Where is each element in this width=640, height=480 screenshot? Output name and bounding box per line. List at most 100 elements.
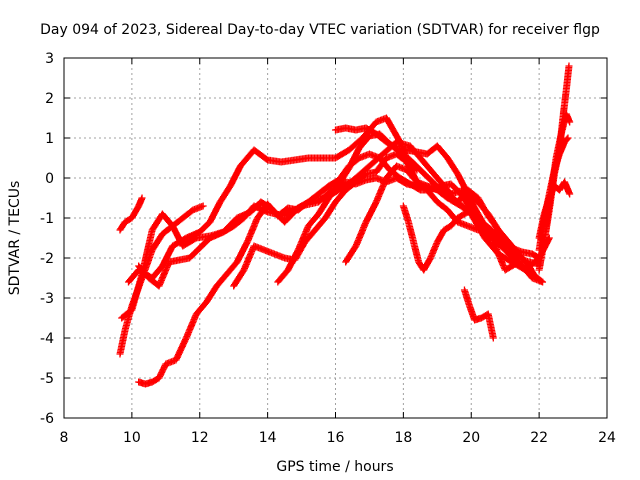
marker-trail	[275, 267, 291, 285]
marker-trail	[374, 115, 389, 125]
marker-trail	[116, 328, 129, 356]
marker-trail	[438, 180, 453, 190]
marker-trail	[295, 199, 311, 213]
marker-trail	[468, 211, 484, 225]
marker-trail	[448, 215, 461, 229]
marker-trail	[462, 207, 474, 217]
marker-trail	[383, 115, 396, 133]
marker-trail	[183, 311, 200, 341]
y-axis-label: SDTVAR / TECUs	[7, 181, 23, 296]
y-tick-label: -4	[40, 331, 54, 347]
marker-trail	[346, 135, 365, 153]
marker-trail	[180, 207, 196, 221]
marker-trail	[119, 307, 135, 321]
marker-trail	[184, 229, 202, 241]
marker-trail	[428, 177, 444, 193]
marker-trail	[237, 147, 257, 169]
marker-trail	[455, 211, 467, 221]
x-axis-label: GPS time / hours	[276, 459, 393, 475]
marker-trail	[562, 64, 573, 92]
marker-trail	[363, 199, 379, 225]
marker-trail	[461, 288, 473, 308]
marker-trail	[448, 197, 464, 209]
marker-trail	[364, 168, 379, 178]
marker-trail	[547, 156, 560, 196]
marker-trail	[214, 271, 230, 289]
marker-trail	[448, 181, 464, 197]
marker-trail	[244, 215, 261, 245]
y-tick-label: 2	[45, 91, 54, 107]
marker-trail	[407, 181, 423, 193]
marker-trail	[156, 259, 173, 289]
marker-trail	[394, 138, 413, 150]
marker-trail	[316, 183, 332, 197]
marker-trail	[129, 203, 142, 221]
marker-trail	[173, 335, 189, 363]
marker-trail	[397, 175, 413, 187]
marker-trail	[262, 247, 277, 257]
marker-trail	[373, 175, 390, 205]
marker-trail	[502, 247, 522, 267]
marker-trail	[190, 203, 206, 213]
marker-trail	[425, 183, 440, 193]
marker-trail	[563, 111, 573, 125]
grid-lines	[64, 58, 607, 418]
marker-trail	[442, 223, 453, 233]
y-tick-label: -2	[40, 251, 54, 267]
data-series	[116, 62, 574, 388]
marker-trail	[479, 219, 494, 233]
marker-trail	[159, 243, 176, 269]
marker-trail	[472, 314, 484, 324]
marker-trail	[434, 143, 450, 161]
marker-trail	[346, 145, 363, 171]
marker-trail	[333, 147, 352, 161]
series-trace-16	[542, 110, 574, 230]
marker-trail	[485, 211, 502, 233]
marker-trail	[495, 227, 512, 245]
x-tick-label: 16	[327, 430, 345, 446]
y-tick-label: 1	[45, 131, 54, 147]
marker-trail	[122, 215, 134, 225]
marker-trail	[367, 151, 382, 161]
marker-trail	[234, 209, 253, 221]
y-tick-label: 0	[45, 171, 54, 187]
marker-trail	[135, 195, 145, 209]
marker-trail	[373, 131, 389, 145]
series-trace-7	[230, 150, 543, 290]
marker-trail	[306, 191, 321, 205]
marker-trail	[224, 259, 240, 277]
marker-trail	[535, 212, 548, 240]
marker-trail	[343, 179, 359, 193]
marker-trail	[221, 215, 240, 235]
marker-trail	[410, 240, 422, 264]
x-tick-label: 12	[191, 430, 209, 446]
marker-trail	[170, 235, 189, 249]
series-trace-11	[399, 202, 475, 274]
marker-trail	[231, 267, 247, 289]
marker-trail	[516, 251, 532, 269]
marker-trail	[136, 263, 152, 281]
marker-trail	[434, 227, 447, 245]
marker-trail	[252, 243, 267, 253]
marker-trail	[489, 227, 505, 245]
marker-trail	[434, 199, 450, 213]
x-tick-label: 18	[394, 430, 412, 446]
marker-trail	[207, 199, 223, 225]
marker-trail	[180, 235, 199, 249]
x-tick-label: 24	[598, 430, 616, 446]
chart-title: Day 094 of 2023, Sidereal Day-to-day VTE…	[40, 22, 600, 38]
marker-trail	[272, 251, 287, 261]
marker-trail	[353, 219, 369, 249]
marker-trail	[149, 211, 166, 233]
marker-trail	[143, 378, 155, 388]
marker-trail	[353, 163, 372, 181]
marker-trail	[454, 171, 471, 197]
marker-trail	[356, 133, 372, 151]
marker-trail	[150, 375, 162, 385]
marker-trail	[363, 125, 379, 137]
marker-trail	[149, 231, 166, 253]
marker-trail	[241, 243, 257, 273]
marker-trail	[526, 263, 539, 281]
y-tick-label: -6	[40, 411, 54, 427]
